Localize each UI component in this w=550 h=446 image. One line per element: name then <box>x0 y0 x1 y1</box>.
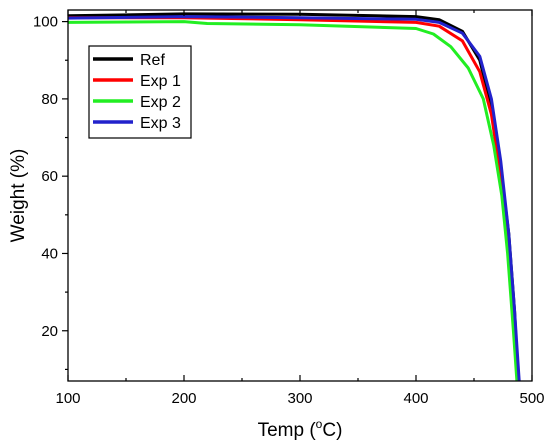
x-tick-label: 200 <box>171 390 196 407</box>
x-tick-label: 400 <box>403 390 428 407</box>
x-tick-label: 500 <box>519 390 544 407</box>
series-line-exp-2 <box>68 20 519 381</box>
x-tick-label: 300 <box>287 390 312 407</box>
legend-entry-label: Exp 2 <box>140 94 181 111</box>
legend-entry-label: Exp 1 <box>140 73 181 90</box>
series-line-exp-3 <box>68 15 521 381</box>
y-tick-label: 100 <box>33 14 58 31</box>
ticks-layer: 100 200 300 400 500 20 40 60 80 100 <box>33 10 545 407</box>
y-tick-label: 60 <box>41 168 58 185</box>
y-tick-label: 20 <box>41 323 58 340</box>
legend-entry-label: Ref <box>140 52 165 69</box>
legend-entry-label: Exp 3 <box>140 115 181 132</box>
series-layer <box>68 12 521 381</box>
x-axis-label-sup: o <box>316 417 323 431</box>
y-tick-label: 40 <box>41 245 58 262</box>
x-axis-label: Temp (oC) <box>258 417 343 441</box>
x-tick-label: 100 <box>55 390 80 407</box>
y-tick-label: 80 <box>41 91 58 108</box>
x-axis-label-main: Temp ( <box>258 420 317 441</box>
legend: Ref Exp 1 Exp 2 Exp 3 <box>88 45 192 139</box>
y-axis-label: Weight (%) <box>8 149 29 243</box>
x-axis-label-unit: C) <box>322 420 342 441</box>
